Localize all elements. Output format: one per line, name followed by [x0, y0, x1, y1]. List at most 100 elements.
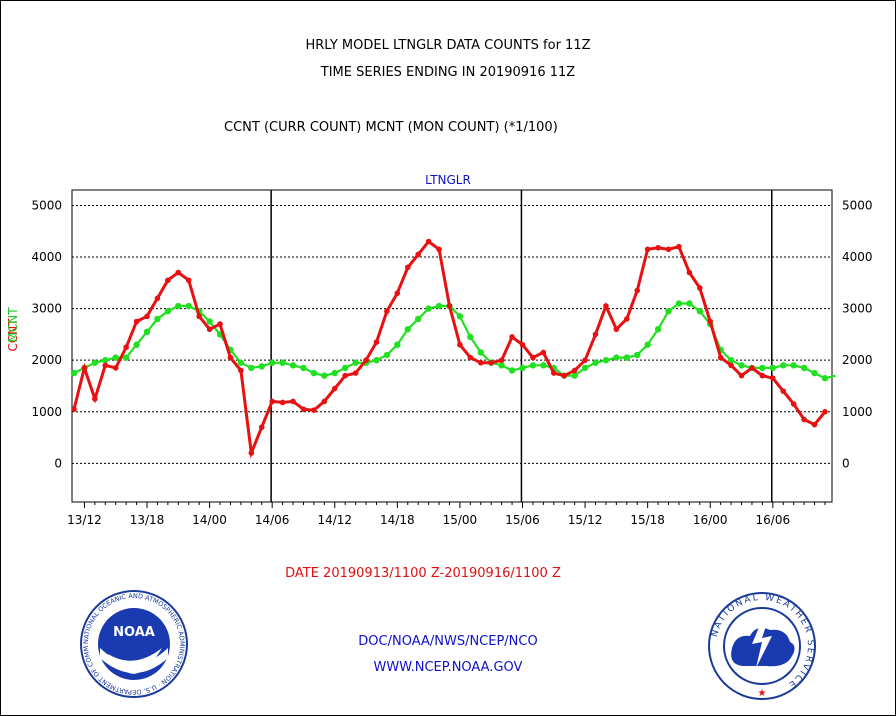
nws-logo: NATIONAL WEATHER SERVICE ★ — [706, 590, 818, 706]
data-point-ccnt — [665, 246, 672, 253]
data-point-ccnt — [238, 367, 244, 374]
data-point-mcnt — [404, 326, 411, 333]
data-point-ccnt — [92, 396, 98, 402]
data-point-ccnt — [749, 365, 755, 371]
data-point-ccnt — [770, 375, 776, 382]
data-point-mcnt — [821, 375, 829, 382]
chart-subtitle: CCNT (CURR COUNT) MCNT (MON COUNT) (*1/1… — [224, 120, 558, 135]
data-point-ccnt — [206, 326, 213, 333]
data-point-ccnt — [342, 372, 348, 379]
data-point-ccnt — [790, 401, 797, 407]
data-point-mcnt — [686, 300, 693, 307]
data-point-ccnt — [154, 295, 161, 302]
x-axis: 13/12 13/18 14/00 14/06 14/12 14/18 15/00 15/06… — [67, 502, 826, 527]
data-point-ccnt — [603, 303, 609, 309]
footer-url: WWW.NCEP.NOAA.GOV — [373, 660, 523, 675]
data-point-mcnt — [759, 364, 766, 372]
data-point-ccnt — [655, 244, 661, 251]
x-tick-label: 14/12 — [317, 513, 352, 527]
data-point-ccnt — [822, 408, 828, 415]
data-point-mcnt — [435, 302, 443, 310]
data-point-ccnt — [561, 372, 568, 379]
data-point-mcnt — [644, 341, 651, 348]
data-point-mcnt — [237, 359, 245, 366]
y-tick-label-right: 3000 — [842, 302, 873, 316]
data-point-mcnt — [268, 359, 276, 366]
data-point-mcnt — [696, 307, 703, 315]
y-tick-label-left: 3000 — [31, 302, 62, 316]
data-point-ccnt — [530, 354, 536, 361]
data-point-mcnt — [112, 354, 119, 361]
data-point-ccnt — [81, 365, 88, 371]
y-axis-right: 0 1000 2000 3000 4000 5000 — [842, 198, 873, 470]
plot-area — [71, 189, 833, 503]
x-tick-label: 14/18 — [380, 513, 415, 527]
noaa-logo: NOAA NATIONAL OCEANIC AND ATMOSPHERIC AD… — [76, 582, 190, 704]
data-point-ccnt — [363, 357, 369, 363]
data-point-mcnt — [154, 315, 161, 323]
data-point-mcnt — [341, 364, 349, 372]
data-point-ccnt — [123, 344, 129, 351]
data-point-ccnt — [185, 277, 192, 284]
data-point-mcnt — [634, 351, 641, 359]
data-point-ccnt — [227, 354, 234, 361]
data-point-ccnt — [279, 399, 286, 406]
data-point-ccnt — [457, 341, 463, 348]
data-point-mcnt — [414, 315, 422, 323]
data-point-mcnt — [373, 356, 380, 364]
data-point-mcnt — [790, 362, 797, 369]
y-tick-label-right: 0 — [842, 456, 850, 470]
y-tick-label-right: 4000 — [842, 250, 873, 264]
data-point-ccnt — [248, 450, 255, 456]
data-point-ccnt — [144, 313, 150, 320]
data-point-ccnt — [498, 357, 505, 363]
data-point-mcnt — [185, 302, 192, 310]
data-point-ccnt — [436, 246, 442, 253]
data-point-mcnt — [164, 307, 172, 315]
ylabel-mcnt: MCNT — [6, 307, 20, 343]
data-point-mcnt — [519, 364, 526, 372]
data-point-ccnt — [738, 372, 745, 379]
data-point-mcnt — [727, 356, 735, 364]
data-point-ccnt — [811, 421, 818, 428]
data-point-mcnt — [508, 367, 516, 374]
data-point-mcnt — [581, 364, 589, 372]
data-point-ccnt — [582, 357, 588, 363]
data-point-mcnt — [352, 359, 359, 366]
ylabel-ccnt: CCNT — [6, 318, 20, 352]
data-point-ccnt — [425, 238, 432, 245]
y-tick-label-left: 1000 — [31, 405, 62, 419]
data-point-mcnt — [571, 372, 578, 379]
star-icon: ★ — [758, 688, 767, 699]
data-point-mcnt — [800, 364, 808, 372]
data-point-mcnt — [279, 359, 286, 366]
y-tick-label-left: 4000 — [31, 250, 62, 264]
data-point-mcnt — [769, 364, 777, 372]
data-point-mcnt — [780, 362, 787, 369]
data-point-ccnt — [550, 370, 557, 376]
data-point-mcnt — [811, 369, 818, 377]
data-point-mcnt — [122, 354, 130, 361]
series-line-mcnt — [73, 302, 836, 380]
chart-title-line2: TIME SERIES ENDING IN 20190916 11Z — [320, 65, 576, 80]
data-point-mcnt — [456, 313, 464, 320]
data-point-mcnt — [540, 362, 547, 369]
data-point-ccnt — [759, 372, 766, 379]
data-point-mcnt — [70, 369, 78, 377]
y-tick-label-right: 2000 — [842, 353, 873, 367]
data-point-mcnt — [258, 363, 265, 370]
data-point-ccnt — [165, 277, 171, 284]
data-point-ccnt — [196, 313, 202, 320]
series-ccnt — [71, 238, 828, 459]
x-tick-label: 15/06 — [505, 513, 540, 527]
data-point-ccnt — [728, 362, 734, 369]
data-point-mcnt — [331, 369, 338, 377]
data-point-ccnt — [290, 398, 296, 405]
data-point-mcnt — [321, 372, 328, 379]
data-point-ccnt — [102, 362, 109, 369]
data-point-ccnt — [717, 354, 724, 361]
series-mcnt — [70, 300, 836, 382]
y-tick-label-right: 1000 — [842, 405, 873, 419]
data-point-ccnt — [217, 321, 223, 327]
data-point-ccnt — [644, 246, 651, 253]
